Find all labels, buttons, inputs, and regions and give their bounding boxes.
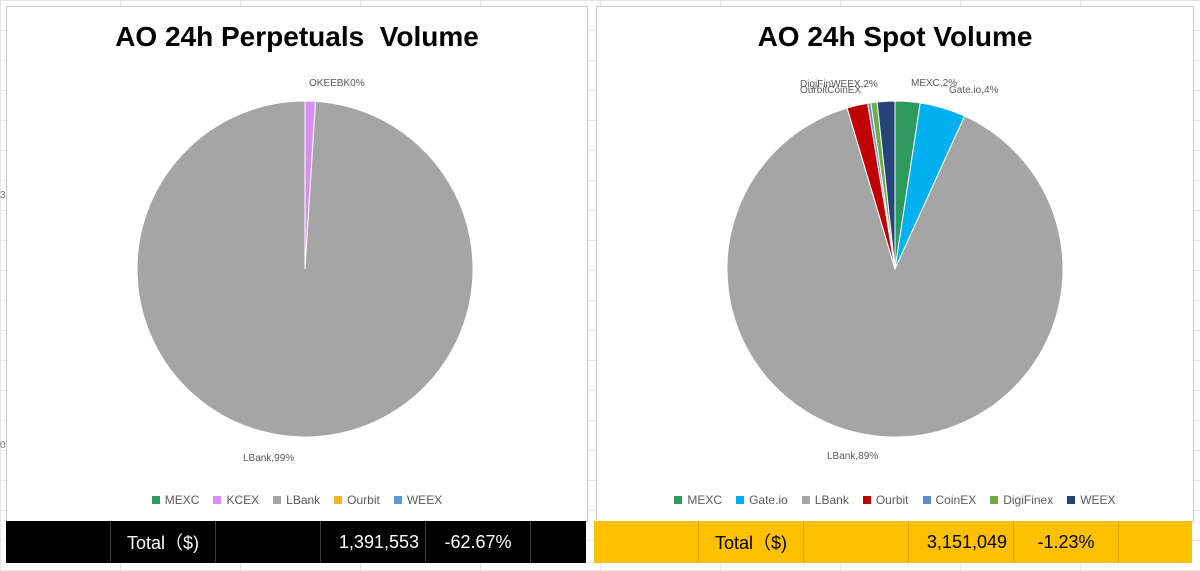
data-label-mexc: MEXC,2%	[911, 78, 957, 89]
edge-tick-1: 3	[0, 190, 6, 201]
legend-label: DigiFinex	[1003, 493, 1054, 507]
legend-item-mexc: MEXC	[151, 493, 200, 507]
legend-item-kcex: KCEX	[213, 493, 259, 507]
legend-swatch	[674, 496, 683, 504]
legend-label: CoinEX	[935, 493, 977, 507]
cell[interactable]	[531, 521, 586, 563]
total-label[interactable]: Total（$)	[699, 521, 804, 563]
pie-slice-lbank	[136, 100, 474, 438]
legend-item-lbank: LBank	[801, 493, 849, 507]
legend-label: WEEX	[406, 493, 443, 507]
legend-item-ourbit: Ourbit	[334, 493, 380, 507]
legend-swatch	[1067, 496, 1076, 504]
legend-item-weex: WEEX	[393, 493, 443, 507]
legend-item-coinex: CoinEX	[922, 493, 977, 507]
legend-item-ourbit: Ourbit	[862, 493, 909, 507]
data-label-lbank: LBank,99%	[243, 453, 294, 464]
cell[interactable]	[804, 521, 909, 563]
cell[interactable]	[6, 521, 111, 563]
legend-swatch	[801, 496, 810, 504]
legend-label: Ourbit	[875, 493, 909, 507]
total-change[interactable]: -62.67%	[426, 521, 531, 563]
spot-chart-panel[interactable]: AO 24h Spot Volume MEXC,2% Gate.io,4% LBan…	[596, 6, 1194, 522]
overlapping-data-labels: OKEEBK0%	[309, 78, 365, 89]
legend-swatch	[334, 496, 343, 504]
cell[interactable]	[594, 521, 699, 563]
data-label-gate-io: Gate.io,4%	[949, 85, 999, 96]
total-value[interactable]: 1,391,553	[321, 521, 426, 563]
total-label[interactable]: Total（$)	[111, 521, 216, 563]
legend-swatch	[273, 496, 282, 504]
legend-swatch	[213, 496, 222, 504]
legend-swatch	[393, 496, 402, 504]
perpetuals-chart-panel[interactable]: AO 24h Perpetuals Volume LBank,99% OKEEBK…	[6, 6, 588, 522]
legend-swatch	[736, 496, 745, 504]
spot-total-row: Total（$) 3,151,049 -1.23%	[594, 521, 1192, 563]
pie-slice-weex	[876, 100, 896, 270]
legend-label: LBank	[814, 493, 849, 507]
legend-item-mexc: MEXC	[674, 493, 722, 507]
total-value[interactable]: 3,151,049	[909, 521, 1014, 563]
chart-legend: MEXC Gate.io LBank Ourbit CoinEX DigiFinex WEE…	[597, 493, 1193, 507]
chart-legend: MEXC KCEX LBank Ourbit WEEX	[7, 493, 587, 507]
legend-label: WEEX	[1080, 493, 1116, 507]
chart-title: AO 24h Perpetuals Volume	[115, 21, 479, 52]
legend-item-weex: WEEX	[1067, 493, 1116, 507]
legend-label: MEXC	[164, 493, 200, 507]
data-label-lbank: LBank,89%	[827, 451, 878, 462]
legend-label: Gate.io	[749, 493, 788, 507]
legend-swatch	[151, 496, 160, 504]
cell[interactable]	[1119, 521, 1192, 563]
legend-label: KCEX	[226, 493, 260, 507]
legend-label: LBank	[286, 493, 321, 507]
perpetuals-pie-chart: LBank,99% OKEEBK0%	[136, 78, 474, 464]
legend-label: MEXC	[687, 493, 723, 507]
legend-item-gate-io: Gate.io	[736, 493, 788, 507]
legend-item-digifinex: DigiFinex	[990, 493, 1053, 507]
legend-item-lbank: LBank	[273, 493, 320, 507]
chart-title: AO 24h Spot Volume	[757, 21, 1033, 52]
legend-swatch	[862, 496, 871, 504]
overlapping-data-labels: OurbitCoinEX	[800, 85, 861, 96]
edge-tick-2: 0	[0, 440, 6, 451]
overlapping-data-labels: DigiFinWEEX,2%	[800, 79, 878, 90]
perpetuals-total-row: Total（$) 1,391,553 -62.67%	[6, 521, 586, 563]
cell[interactable]	[216, 521, 321, 563]
legend-swatch	[990, 496, 999, 504]
legend-swatch	[922, 496, 931, 504]
total-change[interactable]: -1.23%	[1014, 521, 1119, 563]
pie-slice-lbank	[726, 107, 1064, 438]
spot-pie-chart: MEXC,2%Gate.io,4% LBank,89% DigiFinWEEX,2%…	[726, 78, 1064, 462]
legend-label: Ourbit	[347, 493, 380, 507]
